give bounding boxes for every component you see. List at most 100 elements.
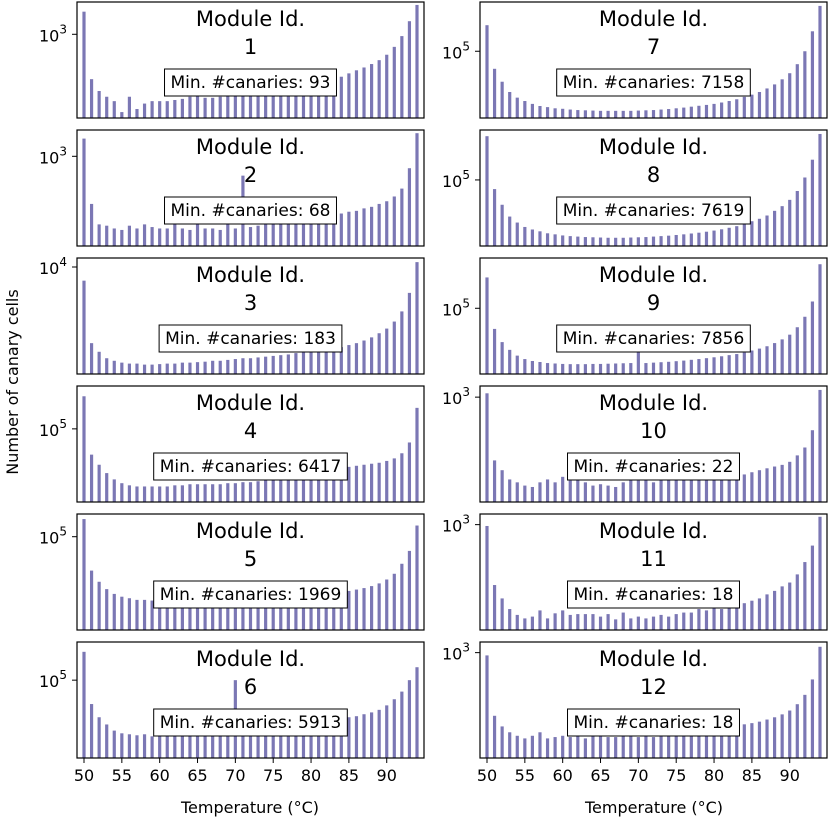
bar — [629, 110, 633, 118]
bar — [248, 92, 253, 118]
bar — [712, 607, 716, 630]
bar — [621, 612, 625, 630]
bar — [591, 363, 595, 374]
bar — [256, 357, 260, 374]
y-tick-label: 105 — [442, 296, 470, 319]
bar — [788, 73, 792, 118]
min-canaries-annotation: Min. #canaries: 68 — [171, 201, 331, 221]
bar — [515, 614, 519, 630]
x-tick-label: 55 — [112, 766, 132, 785]
annotation-box — [158, 324, 343, 353]
bar — [667, 474, 671, 502]
bar — [757, 348, 762, 374]
panel-frame — [76, 129, 425, 247]
bar — [233, 599, 237, 630]
bar — [400, 691, 404, 758]
bar — [407, 680, 412, 758]
bar — [127, 598, 131, 630]
bar — [492, 189, 497, 246]
bar — [89, 704, 94, 758]
bar — [173, 219, 177, 246]
bar — [606, 485, 610, 502]
bar — [606, 363, 610, 374]
bar — [112, 360, 116, 374]
bar — [704, 474, 709, 502]
bar — [500, 470, 504, 502]
bar — [362, 588, 366, 630]
bar — [545, 738, 550, 758]
bar — [735, 725, 739, 758]
panel-module-11: 103 Module Id. 11 Min. #canaries: 18 — [442, 513, 828, 631]
bar — [180, 228, 184, 246]
bar — [89, 343, 94, 374]
bar — [735, 472, 739, 502]
bar — [370, 586, 374, 630]
bar — [598, 484, 603, 502]
bar — [576, 364, 580, 374]
panel-frame — [76, 385, 425, 503]
bar — [515, 97, 519, 118]
bar — [674, 472, 678, 502]
bar — [697, 609, 701, 630]
bar — [530, 229, 534, 246]
bar — [712, 728, 716, 758]
bar — [659, 614, 663, 630]
bar — [105, 473, 109, 502]
bar — [697, 472, 701, 502]
bar — [545, 233, 550, 246]
bar — [606, 237, 610, 246]
panel-module-number: 6 — [244, 675, 257, 699]
bar — [279, 597, 283, 630]
bar — [735, 604, 739, 630]
bar — [629, 618, 633, 630]
bar — [704, 610, 709, 630]
bar — [354, 210, 359, 246]
bar — [538, 106, 542, 118]
bar — [568, 737, 572, 758]
bar — [188, 600, 192, 630]
bar — [508, 479, 512, 502]
y-tick-label: 105 — [39, 525, 67, 548]
bar — [765, 468, 769, 502]
bar — [195, 84, 200, 118]
bar — [689, 476, 693, 502]
panel-module-number: 3 — [244, 291, 257, 315]
bar — [485, 525, 489, 630]
bar — [712, 473, 716, 502]
bar — [636, 616, 640, 630]
bar — [188, 484, 192, 502]
bar — [667, 109, 671, 118]
bar — [818, 264, 822, 374]
bar — [339, 591, 343, 630]
bar — [226, 483, 230, 502]
bar — [780, 79, 784, 118]
bar — [377, 709, 381, 758]
bar — [294, 220, 298, 246]
bar — [697, 359, 701, 374]
bar — [324, 349, 328, 374]
bar — [614, 363, 618, 374]
bar — [317, 594, 321, 630]
bar — [682, 107, 686, 118]
bar — [135, 228, 139, 246]
x-tick-label: 80 — [704, 766, 724, 785]
panel-module-7: 105 Module Id. 7 Min. #canaries: 7158 — [442, 1, 828, 119]
bar — [773, 717, 777, 758]
bar — [309, 594, 313, 630]
bar — [644, 733, 648, 758]
bar — [508, 732, 512, 758]
bar — [165, 486, 169, 502]
bar — [309, 218, 313, 246]
bar — [142, 364, 147, 374]
bar — [112, 101, 116, 118]
bar — [233, 94, 237, 118]
bar — [400, 311, 404, 374]
bar — [89, 454, 94, 502]
bar — [485, 25, 489, 118]
bar — [415, 133, 419, 246]
bar — [354, 716, 359, 758]
bar — [332, 720, 336, 758]
bar — [651, 110, 656, 118]
bar — [621, 363, 625, 374]
bar — [354, 70, 359, 118]
